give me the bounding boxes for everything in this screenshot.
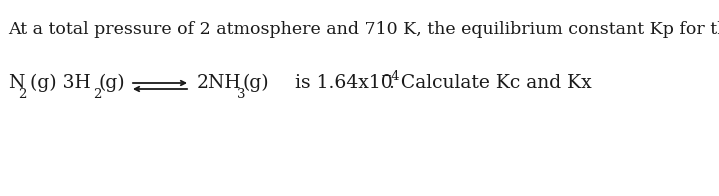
Text: 2NH: 2NH: [197, 74, 242, 92]
Text: (g) 3H: (g) 3H: [24, 74, 91, 92]
Text: is 1.64x10: is 1.64x10: [295, 74, 393, 92]
Text: 2: 2: [18, 88, 27, 101]
Text: (g): (g): [99, 74, 126, 92]
Text: 2: 2: [93, 88, 101, 101]
Text: N: N: [8, 74, 24, 92]
Text: −4: −4: [381, 70, 400, 83]
Text: . Calculate Kc and Kx: . Calculate Kc and Kx: [389, 74, 592, 92]
Text: At a total pressure of 2 atmosphere and 710 K, the equilibrium constant Kp for t: At a total pressure of 2 atmosphere and …: [8, 21, 719, 38]
Text: (g): (g): [243, 74, 270, 92]
Text: 3: 3: [237, 88, 245, 101]
